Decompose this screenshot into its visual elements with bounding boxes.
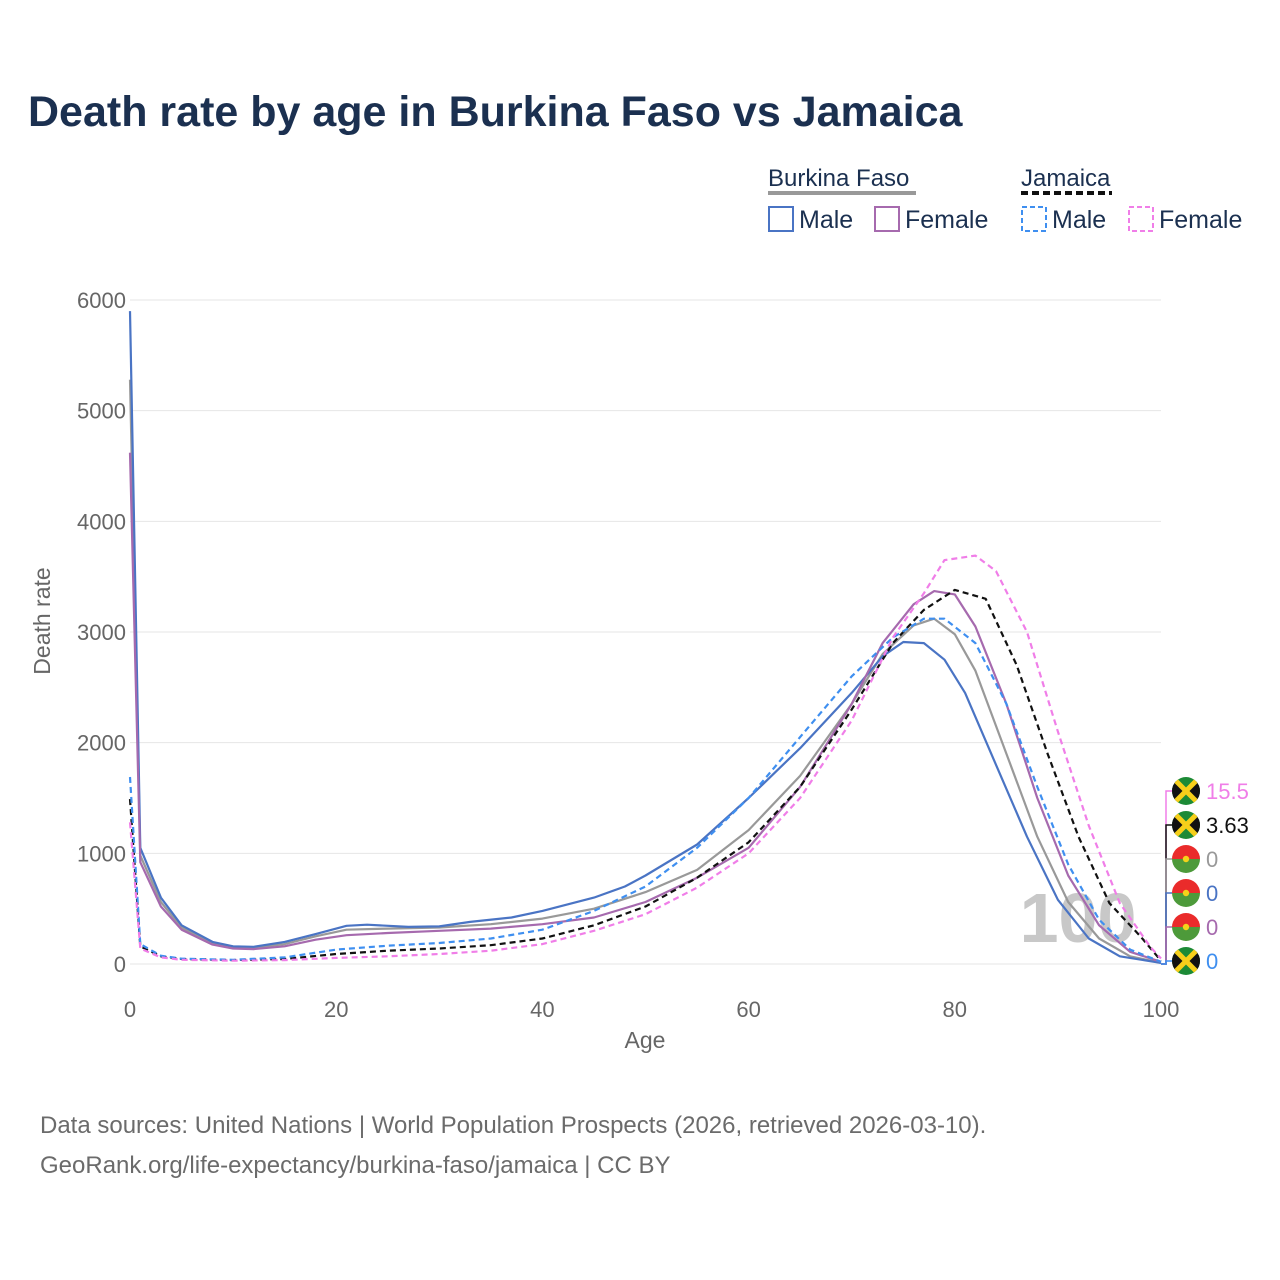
flag-jamaica-5-icon	[1172, 947, 1200, 975]
end-label-4: 0	[1206, 915, 1218, 940]
axis-ticks: 0 1000 2000 3000 4000 5000 6000 0 20 40 60 80 100	[77, 288, 1179, 1022]
x-tick-0: 0	[124, 997, 136, 1022]
y-tick-0: 0	[114, 952, 126, 977]
legend-swatch-jamaica-male[interactable]	[1021, 206, 1047, 232]
x-tick-20: 20	[324, 997, 348, 1022]
grid	[130, 299, 1161, 965]
legend-swatch-burkina-faso-female[interactable]	[874, 206, 900, 232]
series-jamaica-total	[128, 588, 1162, 962]
legend-label-jamaica-female[interactable]: Female	[1159, 206, 1242, 234]
source-note: Data sources: United Nations | World Pop…	[40, 1106, 986, 1186]
end-connector-4	[1161, 926, 1172, 965]
source-url[interactable]: GeoRank.org/life-expectancy/burkina-faso…	[40, 1152, 671, 1179]
series-jamaica-female	[128, 554, 1162, 962]
end-label-3: 0	[1206, 881, 1218, 906]
x-tick-80: 80	[943, 997, 967, 1022]
end-label-2: 0	[1206, 847, 1218, 872]
flag-jamaica-0-icon	[1172, 777, 1200, 805]
source-line-1: Data sources: United Nations | World Pop…	[40, 1112, 987, 1139]
end-label-0: 15.5	[1206, 779, 1249, 804]
flag-burkina-faso-3-icon	[1172, 879, 1200, 907]
series-burkina-faso-female	[128, 452, 1162, 963]
y-tick-2000: 2000	[77, 731, 126, 756]
x-axis-title: Age	[625, 1027, 666, 1053]
x-tick-40: 40	[530, 997, 554, 1022]
end-labels: 15.5 3.63 0 0 0 0	[1161, 777, 1249, 975]
end-connector-5	[1161, 960, 1172, 965]
x-tick-100: 100	[1143, 997, 1180, 1022]
end-label-5: 0	[1206, 949, 1218, 974]
legend-label-jamaica-male[interactable]: Male	[1052, 206, 1106, 234]
legend-swatch-jamaica-female[interactable]	[1128, 206, 1154, 232]
y-axis-title: Death rate	[29, 567, 55, 674]
flag-burkina-faso-2-icon	[1172, 845, 1200, 873]
y-tick-3000: 3000	[77, 620, 126, 645]
y-tick-4000: 4000	[77, 509, 126, 534]
y-tick-6000: 6000	[77, 288, 126, 313]
x-tick-60: 60	[736, 997, 760, 1022]
legend-label-burkina-faso-female[interactable]: Female	[905, 206, 988, 234]
chart-title: Death rate by age in Burkina Faso vs Jam…	[28, 88, 963, 136]
y-tick-1000: 1000	[77, 841, 126, 866]
legend-label-burkina-faso-male[interactable]: Male	[799, 206, 853, 234]
legend-swatch-burkina-faso-male[interactable]	[768, 206, 794, 232]
series-lines	[128, 311, 1162, 964]
end-label-1: 3.63	[1206, 813, 1249, 838]
flag-jamaica-1-icon	[1172, 811, 1200, 839]
series-burkina-faso-male	[128, 311, 1162, 964]
flag-burkina-faso-4-icon	[1172, 913, 1200, 941]
y-tick-5000: 5000	[77, 399, 126, 424]
legend: Burkina Faso Male Female Jamaica Male Female	[768, 165, 1242, 234]
series-jamaica-male	[128, 617, 1162, 963]
legend-group-jamaica: Jamaica	[1021, 165, 1111, 192]
legend-group-burkina-faso: Burkina Faso	[768, 165, 909, 192]
